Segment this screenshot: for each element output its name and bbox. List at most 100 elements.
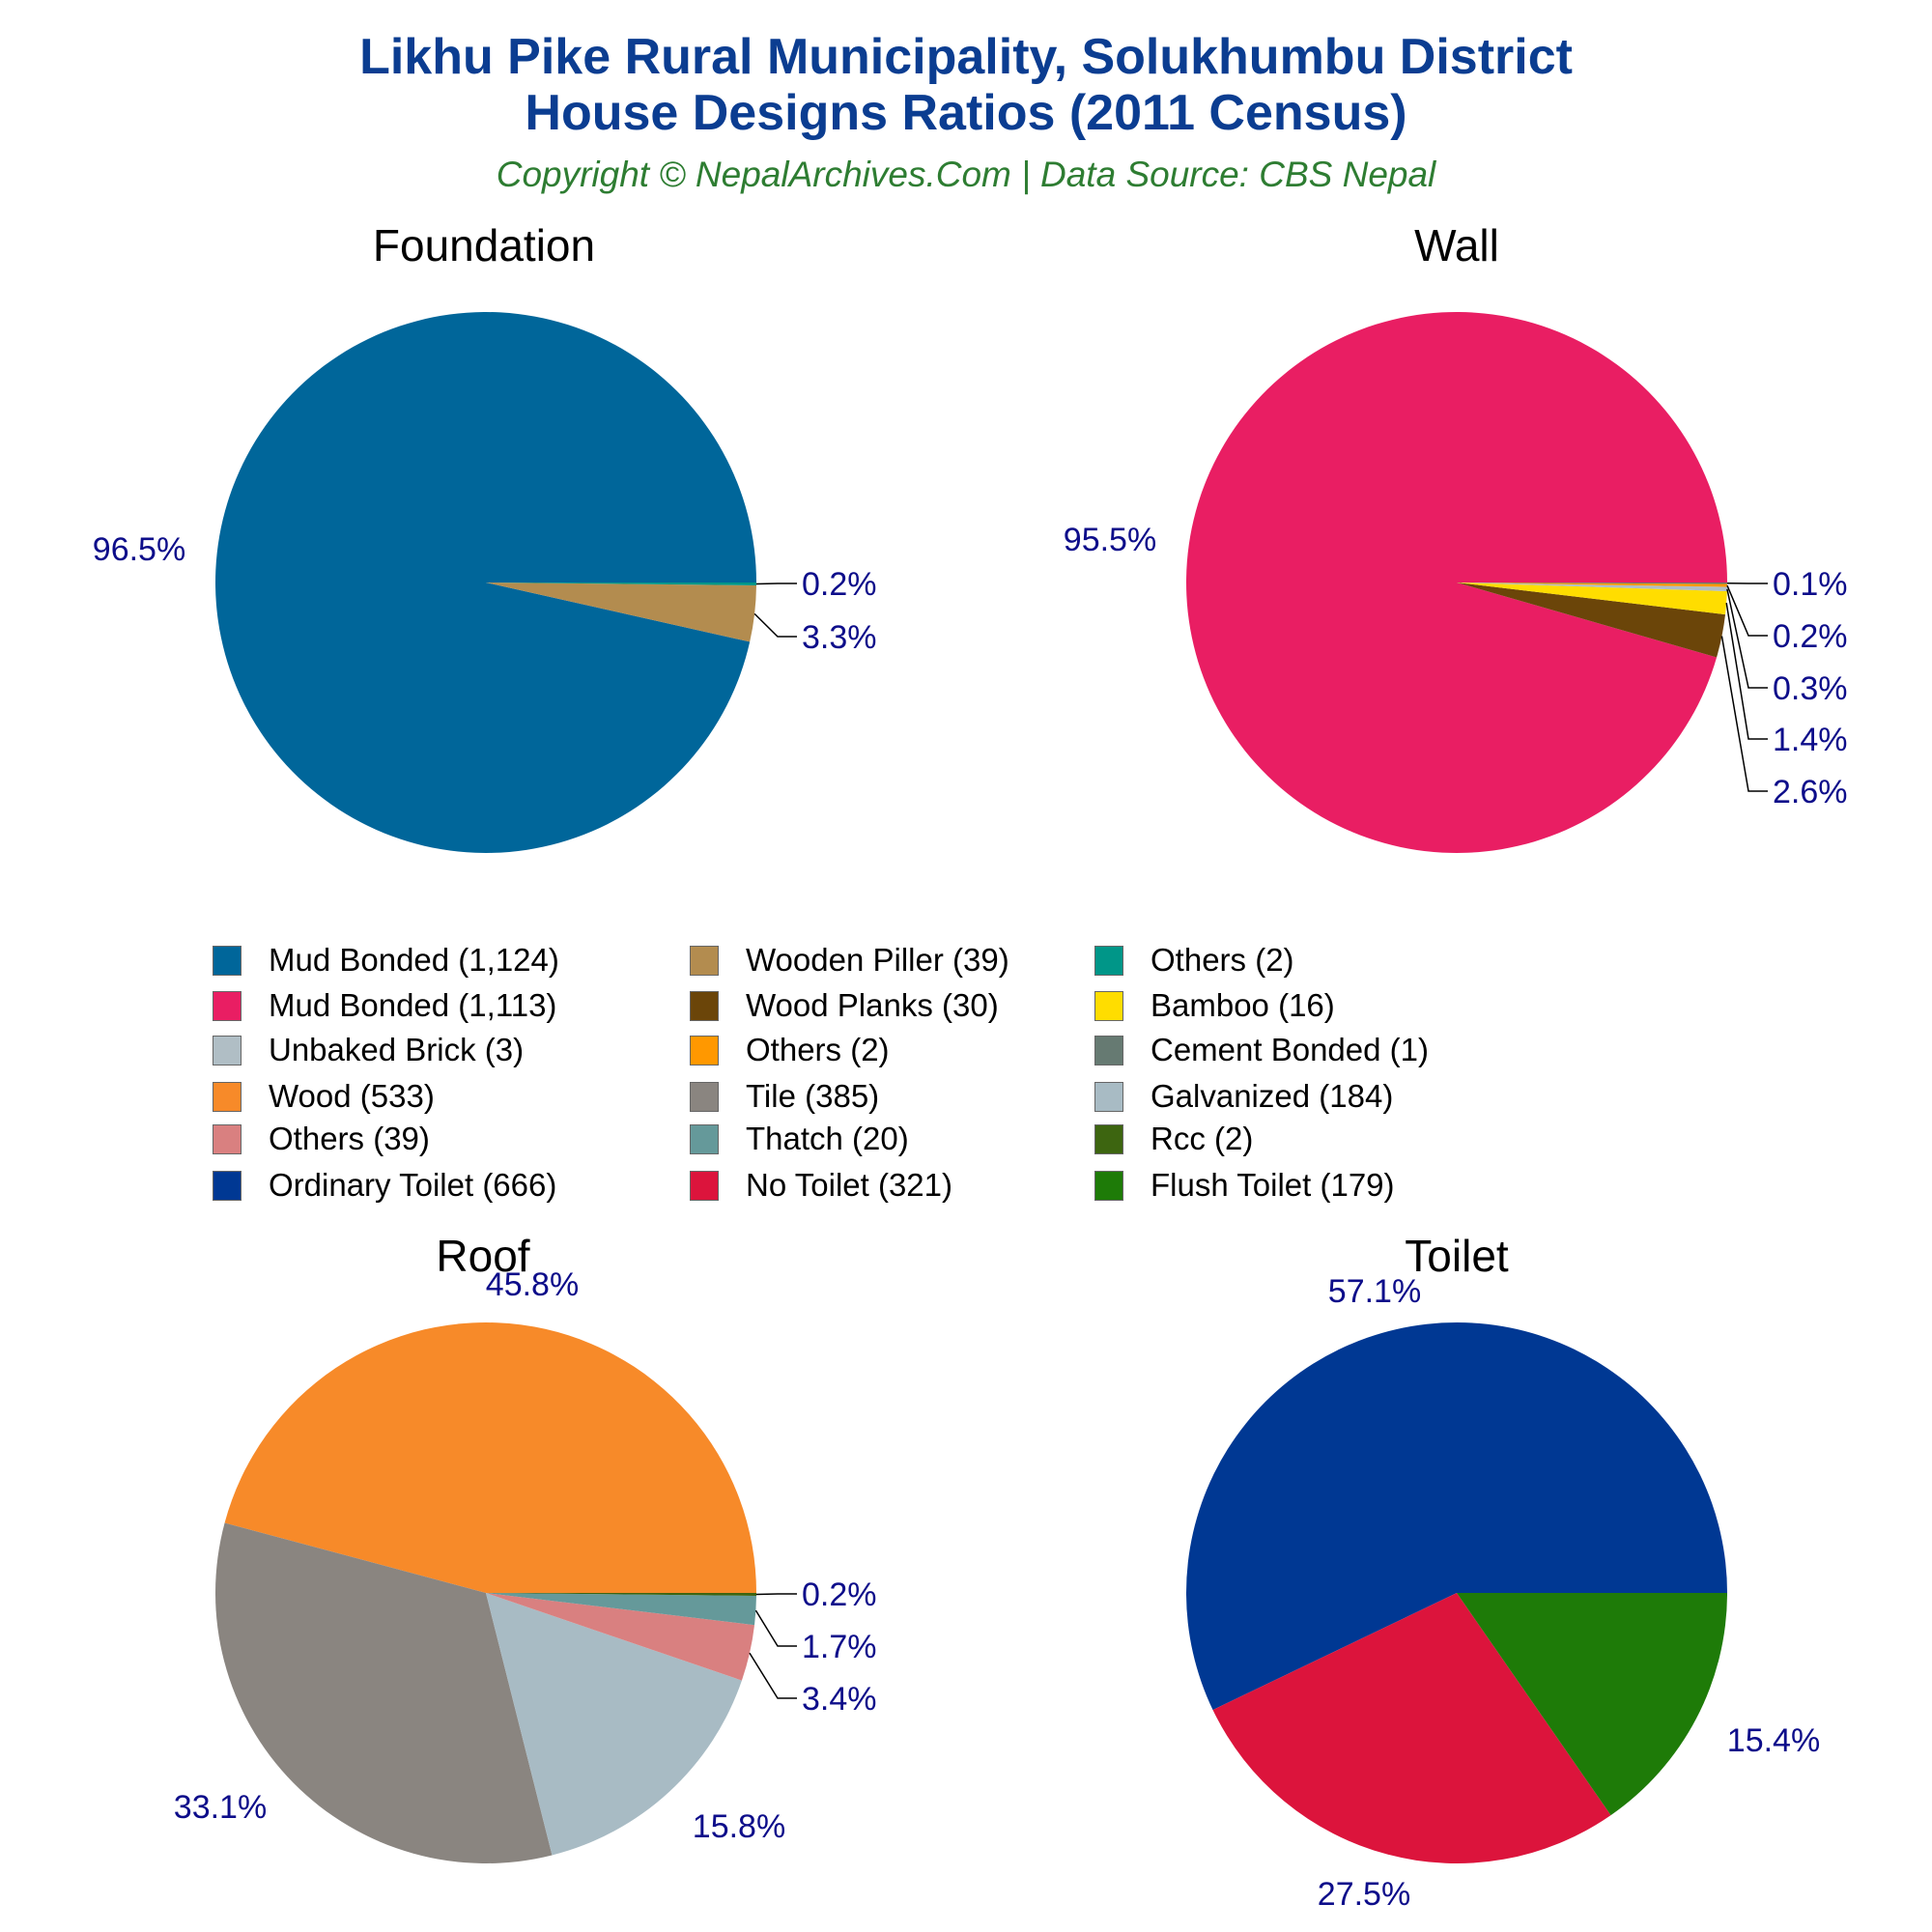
legend-swatch [1094, 990, 1123, 1021]
legend-swatch [213, 1170, 242, 1201]
legend-swatch [690, 945, 719, 976]
slice-percent-label: 0.2% [802, 1577, 877, 1613]
pie-slice [1457, 582, 1726, 658]
pie-slice [1186, 1322, 1727, 1711]
pie-title: Roof [436, 1231, 529, 1281]
legend-swatch [1094, 945, 1123, 976]
slice-percent-label: 0.1% [1773, 566, 1848, 603]
legend-swatch [690, 1035, 719, 1065]
legend-item: Rcc (2) [1094, 1120, 1253, 1158]
legend-item: Thatch (20) [690, 1120, 909, 1158]
pie-slice [1457, 1593, 1727, 1816]
chart-title-line1: Likhu Pike Rural Municipality, Solukhumb… [359, 29, 1573, 85]
copyright-subtitle: Copyright © NepalArchives.Com | Data Sou… [496, 155, 1436, 194]
legend-item: Galvanized (184) [1094, 1077, 1393, 1116]
leader-line [1725, 603, 1768, 740]
pie-slice [1457, 582, 1727, 615]
slice-percent-label: 45.8% [486, 1266, 579, 1303]
legend-swatch [213, 1123, 242, 1154]
legend-label: Mud Bonded (1,124) [269, 942, 559, 978]
pie-slice [224, 1321, 757, 1593]
legend-item: Bamboo (16) [1094, 986, 1335, 1025]
pie-slice [215, 311, 757, 853]
pie-wall: Wall 95.5% 2.6% 1.4% 0.3% 0.2% 0.1% [1064, 220, 1848, 853]
legend-label: Tile (385) [746, 1078, 880, 1114]
legend-item: Tile (385) [690, 1077, 879, 1116]
legend-item: Cement Bonded (1) [1094, 1031, 1429, 1069]
slice-percent-label: 0.2% [1773, 618, 1848, 655]
pie-slice [1186, 311, 1727, 853]
pie-foundation: Foundation 96.5% 3.3% 0.2% [93, 220, 877, 853]
slice-percent-label: 27.5% [1318, 1876, 1410, 1913]
pie-slice [486, 1593, 742, 1856]
legend-label: Rcc (2) [1151, 1121, 1254, 1156]
legend-item: Wooden Piller (39) [690, 941, 1009, 980]
pie-slice [486, 582, 756, 642]
leader-line [1720, 636, 1768, 792]
legend-item: Wood Planks (30) [690, 986, 999, 1025]
legend-swatch [1094, 1035, 1123, 1065]
legend-swatch [213, 990, 242, 1021]
legend-swatch [690, 1170, 719, 1201]
legend-item: Mud Bonded (1,113) [213, 986, 556, 1025]
pie-slice [1457, 582, 1727, 592]
legend-label: Wood Planks (30) [746, 987, 999, 1023]
slice-percent-label: 96.5% [93, 531, 185, 568]
pie-title: Wall [1414, 220, 1499, 270]
slice-percent-label: 57.1% [1328, 1273, 1421, 1310]
pie-slice [486, 582, 756, 586]
slice-percent-label: 15.8% [693, 1808, 785, 1845]
legend-swatch [213, 1035, 242, 1065]
pie-slice [1457, 582, 1727, 584]
legend-item: No Toilet (321) [690, 1166, 952, 1205]
legend-item: Others (2) [690, 1031, 890, 1069]
pie-slice [1457, 582, 1727, 587]
slice-percent-label: 3.3% [802, 619, 877, 656]
legend-item: Flush Toilet (179) [1094, 1166, 1395, 1205]
slice-percent-label: 1.4% [1773, 722, 1848, 758]
legend-label: Others (2) [746, 1032, 890, 1067]
pie-slice [1212, 1593, 1611, 1863]
slice-percent-label: 2.6% [1773, 774, 1848, 810]
legend-item: Ordinary Toilet (666) [213, 1166, 556, 1205]
pie-slice [486, 1593, 755, 1681]
legend-item: Others (39) [213, 1120, 430, 1158]
slice-percent-label: 3.4% [802, 1681, 877, 1718]
legend-swatch [690, 1081, 719, 1112]
pie-title: Toilet [1405, 1231, 1509, 1281]
chart-title-line2: House Designs Ratios (2011 Census) [525, 85, 1407, 141]
pie-slice [486, 1593, 756, 1626]
legend-label: Flush Toilet (179) [1151, 1167, 1395, 1203]
leader-line [754, 1609, 797, 1647]
legend-label: Mud Bonded (1,113) [269, 987, 557, 1023]
legend-label: Cement Bonded (1) [1151, 1032, 1429, 1067]
leader-line [1726, 588, 1768, 689]
legend-swatch [1094, 1081, 1123, 1112]
slice-percent-label: 0.3% [1773, 670, 1848, 707]
legend-item: Others (2) [1094, 941, 1294, 980]
slice-percent-label: 1.7% [802, 1629, 877, 1665]
slice-percent-label: 33.1% [174, 1789, 267, 1826]
slice-percent-label: 0.2% [802, 566, 877, 603]
legend-label: Bamboo (16) [1151, 987, 1335, 1023]
leader-line [753, 612, 797, 638]
leader-line [1726, 584, 1768, 637]
slice-percent-label: 95.5% [1064, 522, 1156, 558]
legend-label: Others (39) [269, 1121, 430, 1156]
pie-slice [215, 1522, 553, 1863]
legend-swatch [690, 990, 719, 1021]
legend-item: Mud Bonded (1,124) [213, 941, 559, 980]
legend-item: Unbaked Brick (3) [213, 1031, 524, 1069]
legend-swatch [213, 945, 242, 976]
legend-label: Galvanized (184) [1151, 1078, 1394, 1114]
legend-swatch [1094, 1123, 1123, 1154]
legend-label: Unbaked Brick (3) [269, 1032, 525, 1067]
legend-swatch [690, 1123, 719, 1154]
legend-label: Wood (533) [269, 1078, 435, 1114]
legend-label: Wooden Piller (39) [746, 942, 1009, 978]
pie-title: Foundation [373, 220, 595, 270]
leader-line [755, 582, 797, 585]
